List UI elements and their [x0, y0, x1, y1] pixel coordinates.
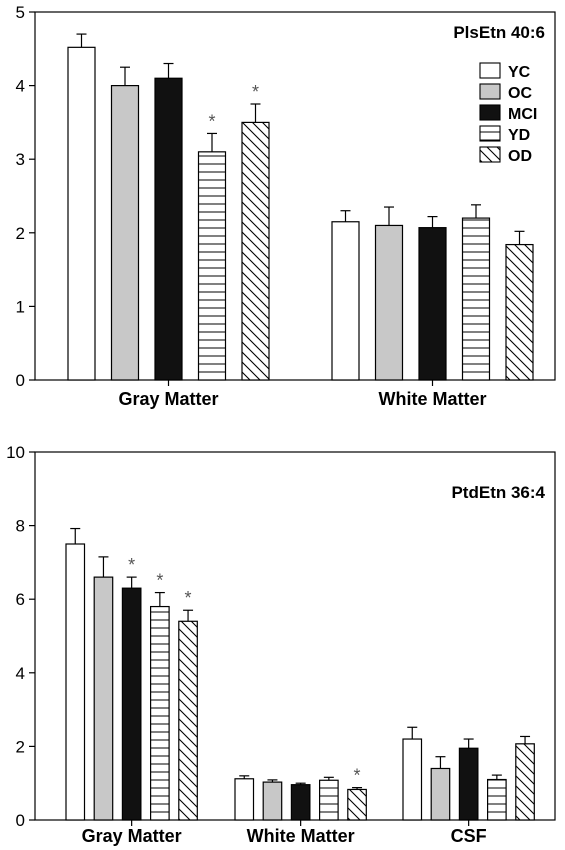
bar-yc-csf — [402, 738, 423, 821]
y-tick-label: 2 — [16, 737, 25, 756]
y-tick-label: 0 — [16, 811, 25, 830]
bar-mci-gray-matter — [154, 77, 183, 381]
bar-od-white-matter — [505, 243, 534, 381]
y-tick-label: 0 — [16, 371, 25, 390]
bar-yc-gray-matter — [65, 543, 86, 821]
bar-mci-gray-matter-significance-star: * — [128, 555, 135, 575]
bar-od-gray-matter-significance-star: * — [185, 588, 192, 608]
bar-yd-gray-matter-significance-star: * — [156, 571, 163, 591]
x-category-label: CSF — [451, 826, 487, 846]
x-category-label: White Matter — [379, 389, 487, 409]
bar-od-white-matter — [347, 788, 367, 821]
legend-swatch-od — [479, 146, 501, 163]
bar-yd-gray-matter — [197, 151, 227, 381]
legend-swatch-oc — [479, 83, 501, 100]
legend-label-od: OD — [508, 148, 532, 165]
bar-mci-white-matter — [418, 227, 447, 381]
bar-oc-white-matter — [262, 781, 283, 821]
bar-oc-gray-matter — [93, 576, 114, 821]
y-tick-label: 10 — [6, 443, 25, 462]
x-category-label: White Matter — [247, 826, 355, 846]
y-tick-label: 1 — [16, 297, 25, 316]
y-tick-label: 5 — [16, 3, 25, 22]
legend-label-mci: MCI — [508, 106, 537, 123]
bar-yd-gray-matter — [150, 605, 170, 821]
bar-oc-white-matter — [374, 224, 404, 381]
bar-od-csf — [515, 743, 535, 821]
legend-label-yd: YD — [508, 127, 530, 144]
bar-yd-white-matter — [319, 779, 339, 821]
bar-yd-csf — [487, 778, 507, 821]
bar-mci-gray-matter — [121, 587, 142, 821]
chart-panel-ptdetn: 0 2 4 6 8 10 Gray Matter White Matter CSF * * * * Ptd… — [6, 443, 556, 846]
bar-yd-white-matter — [461, 217, 491, 381]
bar-yc-gray-matter — [67, 46, 96, 381]
bar-od-white-matter-significance-star: * — [354, 766, 361, 786]
legend-swatch-mci — [479, 104, 501, 121]
legend-label-yc: YC — [508, 64, 531, 81]
bar-oc-csf — [430, 767, 451, 821]
legend: YC OC MCI YD OD — [479, 62, 537, 165]
bar-mci-white-matter — [290, 784, 311, 821]
x-category-label: Gray Matter — [82, 826, 182, 846]
y-tick-label: 6 — [16, 590, 25, 609]
bar-od-gray-matter — [178, 620, 198, 821]
panel-title: PlsEtn 40:6 — [453, 23, 545, 42]
chart-panel-plsetn: 0 1 2 3 4 5 Gray Matter White Matter * * PlsEtn 40… — [16, 3, 556, 409]
legend-swatch-yd — [479, 125, 501, 142]
panel-title: PtdEtn 36:4 — [451, 483, 545, 502]
bar-yc-white-matter — [234, 778, 255, 821]
bar-yc-white-matter — [331, 221, 360, 381]
legend-label-oc: OC — [508, 85, 532, 102]
x-category-label: Gray Matter — [118, 389, 218, 409]
bar-yd-gray-matter-significance-star: * — [208, 111, 215, 131]
plot-frame — [34, 11, 556, 381]
bar-mci-csf — [458, 747, 479, 821]
bar-oc-gray-matter — [110, 84, 140, 381]
y-tick-label: 8 — [16, 517, 25, 536]
y-tick-label: 4 — [16, 664, 25, 683]
y-tick-label: 3 — [16, 150, 25, 169]
y-tick-label: 4 — [16, 77, 25, 96]
legend-swatch-yc — [479, 62, 501, 79]
y-tick-label: 2 — [16, 224, 25, 243]
bar-od-gray-matter — [241, 121, 270, 381]
bar-od-gray-matter-significance-star: * — [252, 82, 259, 102]
